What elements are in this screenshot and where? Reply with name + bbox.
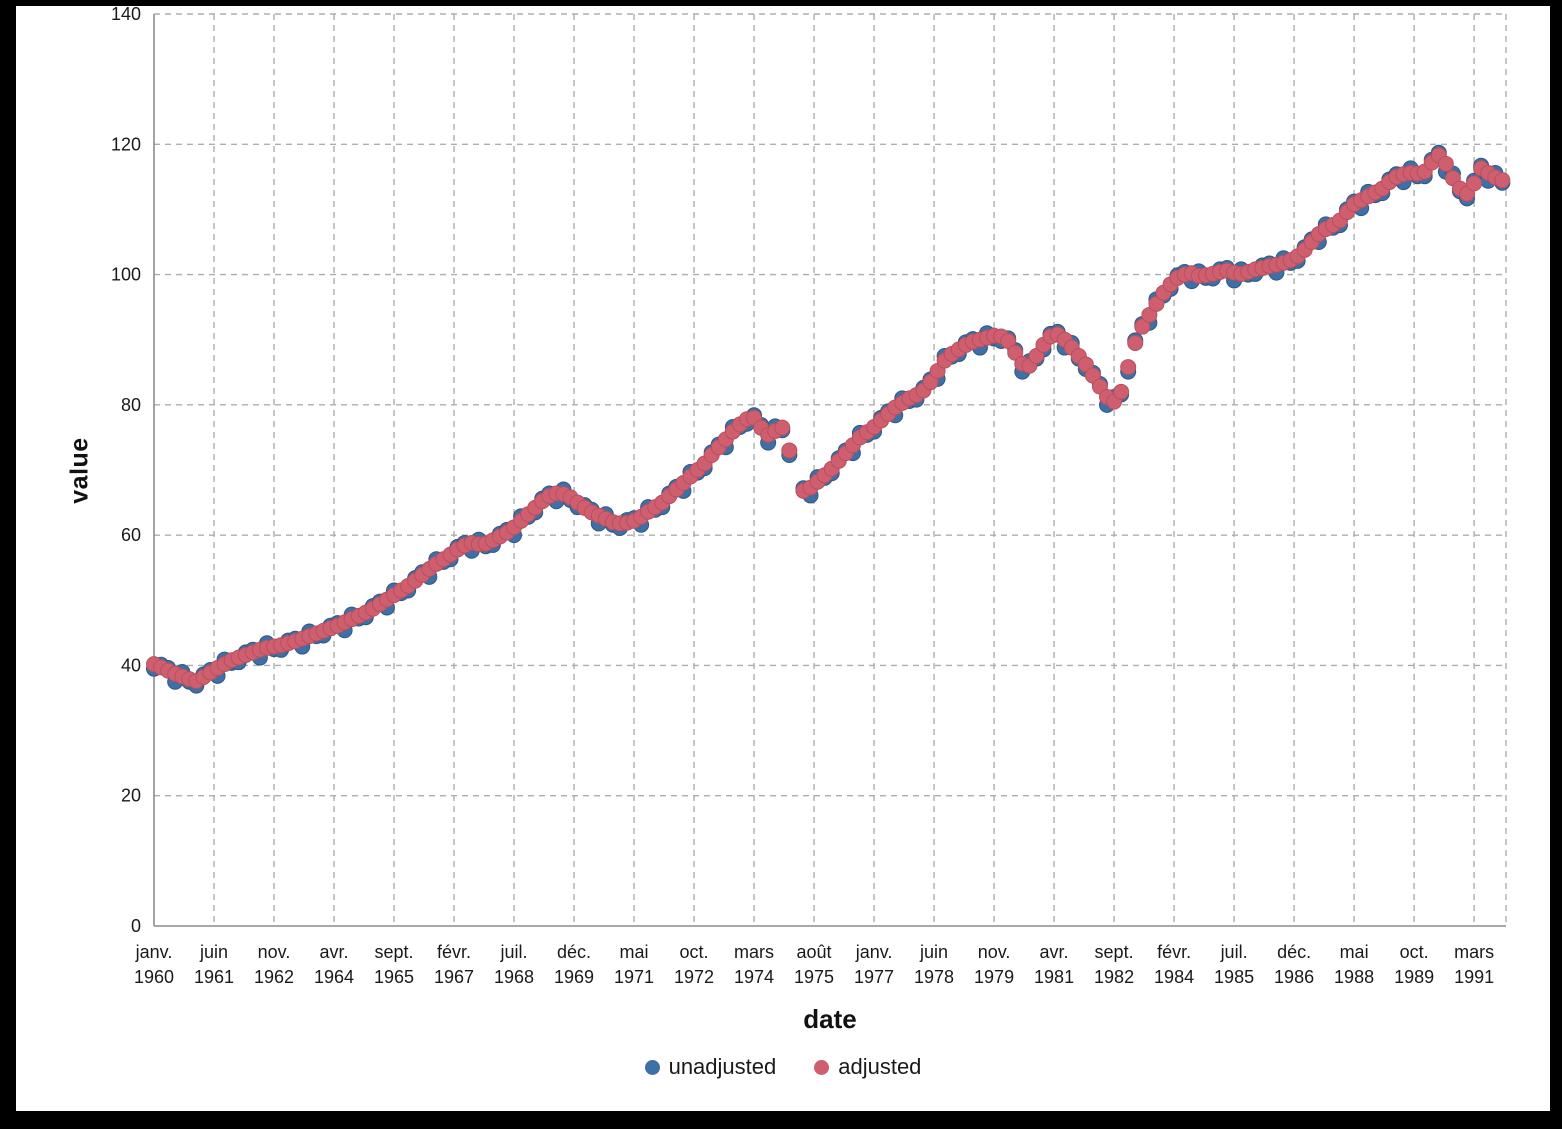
x-tick-year: 1991: [1454, 967, 1494, 987]
x-tick-year: 1962: [254, 967, 294, 987]
x-tick-month: sept.: [375, 942, 414, 962]
x-tick-year: 1982: [1094, 967, 1134, 987]
x-tick-year: 1981: [1034, 967, 1074, 987]
x-tick-year: 1978: [914, 967, 954, 987]
x-tick-year: 1977: [854, 967, 894, 987]
legend: unadjusted adjusted: [16, 1054, 1550, 1080]
x-tick-month: févr.: [437, 942, 471, 962]
x-tick-month: mars: [734, 942, 774, 962]
x-tick-month: déc.: [1277, 942, 1311, 962]
x-tick-month: juin: [919, 942, 948, 962]
x-tick-month: avr.: [1040, 942, 1069, 962]
y-tick-label: 40: [121, 655, 141, 675]
x-tick-year: 1988: [1334, 967, 1374, 987]
x-tick-year: 1979: [974, 967, 1014, 987]
y-tick-label: 140: [111, 6, 141, 24]
y-tick-label: 20: [121, 786, 141, 806]
x-tick-month: mars: [1454, 942, 1494, 962]
x-tick-month: juil.: [500, 942, 528, 962]
x-tick-month: janv.: [855, 942, 893, 962]
y-tick-label: 120: [111, 134, 141, 154]
x-tick-year: 1961: [194, 967, 234, 987]
x-tick-year: 1971: [614, 967, 654, 987]
x-tick-year: 1975: [794, 967, 834, 987]
chart-surface: 0 20 40 60 80 100 120 140 janv. 1960 juin 1961 nov. 1…: [16, 6, 1550, 1111]
legend-item-unadjusted: unadjusted: [644, 1054, 777, 1080]
x-tick-month: avr.: [320, 942, 349, 962]
y-tick-label: 80: [121, 395, 141, 415]
scatter-plot: 0 20 40 60 80 100 120 140 janv. 1960 juin 1961 nov. 1…: [111, 6, 1511, 987]
legend-dot-unadjusted: [644, 1059, 660, 1075]
legend-dot-adjusted: [814, 1059, 830, 1075]
x-tick-year: 1974: [734, 967, 774, 987]
x-tick-year: 1960: [134, 967, 174, 987]
x-tick-year: 1985: [1214, 967, 1254, 987]
x-tick-month: mai: [620, 942, 649, 962]
data-point-adjusted: [781, 442, 798, 459]
x-tick-year: 1968: [494, 967, 534, 987]
x-tick-year: 1964: [314, 967, 354, 987]
x-tick-month: nov.: [978, 942, 1011, 962]
data-point-adjusted: [1134, 318, 1151, 335]
data-point-adjusted: [1000, 333, 1017, 350]
y-tick-label: 100: [111, 265, 141, 285]
x-tick-year: 1969: [554, 967, 594, 987]
x-tick-month: oct.: [1400, 942, 1429, 962]
data-point-adjusted: [1120, 359, 1137, 376]
data-point-adjusted: [1466, 175, 1483, 192]
legend-label-adjusted: adjusted: [838, 1054, 922, 1079]
y-axis-title: value: [65, 437, 94, 504]
x-tick-month: août: [797, 942, 832, 962]
y-tick-label: 60: [121, 525, 141, 545]
data-point-adjusted: [1494, 172, 1511, 189]
x-tick-month: févr.: [1157, 942, 1191, 962]
data-point-adjusted: [1437, 155, 1454, 172]
x-tick-year: 1967: [434, 967, 474, 987]
x-tick-month: janv.: [135, 942, 173, 962]
data-point-adjusted: [1113, 383, 1130, 400]
x-tick-year: 1972: [674, 967, 714, 987]
x-tick-month: nov.: [258, 942, 291, 962]
x-tick-month: mai: [1340, 942, 1369, 962]
x-axis-title: date: [803, 1004, 857, 1034]
x-tick-year: 1986: [1274, 967, 1314, 987]
x-tick-month: déc.: [557, 942, 591, 962]
x-tick-month: sept.: [1095, 942, 1134, 962]
x-tick-month: juil.: [1220, 942, 1248, 962]
x-tick-year: 1984: [1154, 967, 1194, 987]
y-tick-label: 0: [131, 916, 141, 936]
data-point-adjusted: [1127, 334, 1144, 351]
x-tick-year: 1965: [374, 967, 414, 987]
legend-item-adjusted: adjusted: [814, 1054, 921, 1080]
x-tick-year: 1989: [1394, 967, 1434, 987]
x-tick-month: oct.: [680, 942, 709, 962]
legend-label-unadjusted: unadjusted: [668, 1054, 777, 1079]
x-tick-month: juin: [199, 942, 228, 962]
data-point-adjusted: [774, 419, 791, 436]
